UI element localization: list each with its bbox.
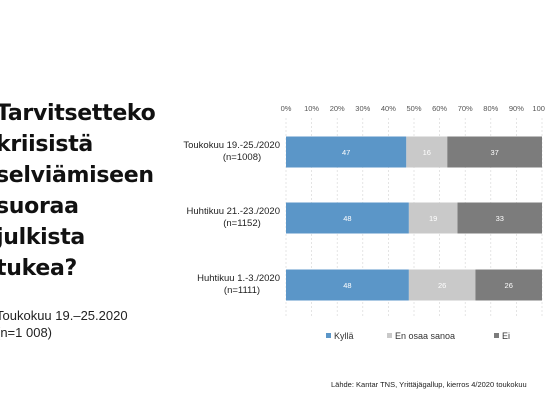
survey-period: Toukokuu 19.–25.2020 (n=1 008) (0, 307, 128, 341)
category-sample-size: (n=1008) (223, 152, 261, 163)
bar-segment (286, 202, 409, 234)
data-label: 47 (342, 148, 350, 157)
x-tick-label: 30% (355, 104, 370, 113)
data-label: 16 (423, 148, 431, 157)
legend-label: En osaa sanoa (395, 331, 455, 341)
data-label: 33 (496, 214, 504, 223)
category-label: Toukokuu 19.-25./2020 (183, 140, 280, 151)
bar-segment (408, 202, 458, 234)
data-label: 19 (429, 214, 437, 223)
bar-segment (475, 269, 542, 301)
data-label: 48 (343, 214, 351, 223)
x-tick-label: 70% (458, 104, 473, 113)
bar-segment (408, 269, 476, 301)
legend-label: Kyllä (334, 331, 354, 341)
bar-segment (447, 136, 542, 168)
x-tick-label: 100% (532, 104, 545, 113)
bar-segment (457, 202, 542, 234)
x-tick-label: 20% (330, 104, 345, 113)
x-tick-label: 0% (281, 104, 292, 113)
x-tick-label: 10% (304, 104, 319, 113)
legend-swatch (494, 333, 499, 338)
category-sample-size: (n=1111) (224, 285, 260, 296)
bar-segment (286, 136, 407, 168)
data-label: 48 (343, 281, 351, 290)
question-line: selviämiseen (0, 163, 154, 188)
category-sample-size: (n=1152) (223, 218, 261, 229)
data-label: 26 (505, 281, 513, 290)
legend-swatch (387, 333, 392, 338)
x-tick-label: 40% (381, 104, 396, 113)
question-line: julkista (0, 225, 85, 250)
category-label: Huhtikuu 21.-23./2020 (187, 206, 280, 217)
question-line: kriisistä (0, 132, 93, 157)
question-line: Tarvitsetteko (0, 101, 156, 126)
x-tick-label: 60% (432, 104, 447, 113)
question-title: Tarvitsetteko kriisistä selviämiseen suo… (0, 98, 161, 284)
category-label: Huhtikuu 1.-3./2020 (197, 273, 280, 284)
question-line: tukea? (0, 256, 77, 281)
data-label: 26 (438, 281, 446, 290)
legend-label: Ei (502, 331, 510, 341)
bar-segment (286, 269, 409, 301)
bar-segment (406, 136, 448, 168)
question-line: suoraa (0, 194, 79, 219)
legend-swatch (326, 333, 331, 338)
x-tick-label: 90% (509, 104, 524, 113)
survey-period-line: Toukokuu 19.–25.2020 (0, 308, 128, 323)
survey-sample-size: (n=1 008) (0, 325, 53, 340)
source-note: Lähde: Kantar TNS, Yrittäjägallup, kierr… (331, 380, 527, 389)
data-label: 37 (490, 148, 498, 157)
x-tick-label: 80% (483, 104, 498, 113)
x-tick-label: 50% (406, 104, 421, 113)
